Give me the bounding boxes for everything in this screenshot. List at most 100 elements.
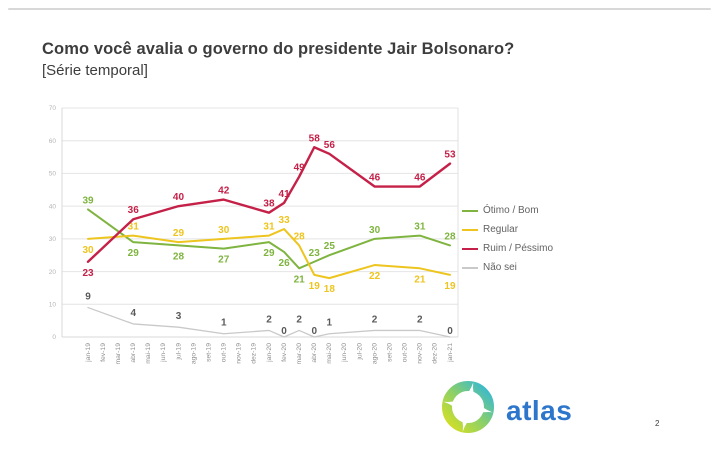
data-label: 36 (128, 205, 140, 216)
x-tick-label: mai-20 (326, 343, 333, 364)
legend-label-ruim-pessimo: Ruim / Péssimo (483, 243, 554, 254)
x-tick-label: nov-19 (236, 343, 243, 364)
x-tick-label: jun-20 (341, 343, 348, 363)
x-tick-label: ago-19 (190, 343, 197, 364)
slide-top-border (8, 8, 711, 10)
series-line-1 (87, 208, 451, 270)
x-tick-label: jun-19 (160, 343, 167, 363)
data-label: 18 (324, 284, 336, 295)
data-label: 38 (263, 199, 275, 210)
data-label: 58 (309, 133, 321, 144)
atlas-compass-icon (442, 381, 494, 433)
data-label: 19 (444, 281, 456, 292)
data-label: 21 (294, 274, 306, 285)
data-label: 1 (327, 318, 333, 329)
page-number: 2 (655, 419, 660, 428)
x-tick-label: nov-20 (417, 343, 424, 364)
x-tick-label: mar-19 (115, 343, 122, 365)
data-label: 2 (417, 314, 423, 325)
data-label: 30 (82, 245, 94, 256)
data-label: 53 (444, 150, 456, 161)
data-label: 0 (281, 326, 287, 337)
data-label: 41 (279, 189, 291, 200)
data-label: 40 (173, 192, 185, 203)
legend-label-otimo-bom: Ótimo / Bom (483, 205, 539, 216)
series-line-2 (87, 228, 451, 280)
data-label: 33 (279, 215, 291, 226)
x-tick-label: jan-19 (85, 343, 92, 363)
legend-item-otimo-bom: Ótimo / Bom (462, 201, 553, 220)
y-tick-label: 10 (49, 301, 57, 308)
y-tick-label: 0 (52, 334, 56, 341)
legend-item-ruim-pessimo: Ruim / Péssimo (462, 239, 553, 258)
data-label: 30 (218, 225, 230, 236)
legend-swatch-regular (462, 228, 478, 231)
series-line-3 (86, 146, 452, 263)
y-tick-label: 70 (49, 105, 57, 112)
legend-item-regular: Regular (462, 220, 553, 239)
data-label: 25 (324, 241, 336, 252)
x-tick-label: jan-20 (266, 343, 273, 363)
data-label: 2 (296, 314, 302, 325)
data-label: 26 (279, 258, 291, 269)
x-tick-label: dez-20 (432, 343, 439, 364)
data-label: 56 (324, 140, 336, 151)
x-tick-label: fev-19 (100, 343, 107, 362)
legend-swatch-nao-sei (462, 266, 478, 269)
x-tick-label: dez-19 (251, 343, 258, 364)
chart-subtitle: [Série temporal] (42, 62, 148, 79)
data-label: 3 (176, 311, 182, 322)
data-label: 22 (369, 271, 381, 282)
legend-label-nao-sei: Não sei (483, 262, 517, 273)
x-tick-label: abr-19 (130, 343, 137, 363)
data-label: 39 (82, 195, 94, 206)
data-label: 28 (173, 251, 185, 262)
data-label: 2 (372, 314, 378, 325)
y-tick-label: 30 (49, 236, 57, 243)
x-tick-label: set-20 (386, 343, 393, 362)
data-label: 27 (218, 255, 230, 266)
atlas-logo-text: atlas (506, 395, 573, 426)
data-label: 31 (263, 222, 275, 233)
line-chart: 0 10 20 30 40 50 60 70 jan-19 fev-19 mar-19 abr-19 m… (0, 95, 460, 387)
chart-title: Como você avalia o governo do presidente… (42, 40, 515, 58)
data-label: 42 (218, 186, 230, 197)
y-tick-label: 60 (49, 138, 57, 145)
legend-item-nao-sei: Não sei (462, 258, 553, 277)
data-label: 31 (128, 222, 140, 233)
data-label: 4 (130, 308, 136, 319)
series-line-4 (87, 306, 451, 338)
x-tick-label: out-20 (402, 343, 409, 362)
legend-swatch-ruim-pessimo (462, 247, 478, 250)
data-label: 31 (414, 222, 426, 233)
data-label: 49 (294, 163, 306, 174)
data-label: 46 (414, 173, 426, 184)
x-tick-label: ago-20 (371, 343, 378, 364)
y-tick-label: 20 (49, 269, 57, 276)
data-label: 9 (85, 292, 91, 303)
x-tick-label: jul-20 (356, 343, 363, 361)
data-label: 46 (369, 173, 381, 184)
data-label: 29 (173, 228, 185, 239)
x-tick-label: jul-19 (175, 343, 182, 361)
data-label: 29 (128, 248, 140, 259)
data-label: 29 (263, 248, 275, 259)
legend-swatch-otimo-bom (462, 209, 478, 212)
data-label: 19 (309, 281, 321, 292)
x-tick-label: mai-19 (145, 343, 152, 364)
data-label: 23 (309, 248, 321, 259)
data-label: 0 (311, 326, 317, 337)
data-label: 1 (221, 318, 227, 329)
x-tick-label: set-19 (205, 343, 212, 362)
x-tick-label: jan-21 (447, 343, 454, 363)
y-tick-label: 50 (49, 171, 57, 178)
data-label: 30 (369, 225, 381, 236)
data-label: 28 (444, 231, 456, 242)
data-label: 28 (294, 231, 306, 242)
data-label: 23 (82, 268, 94, 279)
x-tick-label: mar-20 (296, 343, 303, 365)
x-tick-label: out-19 (221, 343, 228, 362)
atlas-logo: atlas (438, 378, 658, 444)
